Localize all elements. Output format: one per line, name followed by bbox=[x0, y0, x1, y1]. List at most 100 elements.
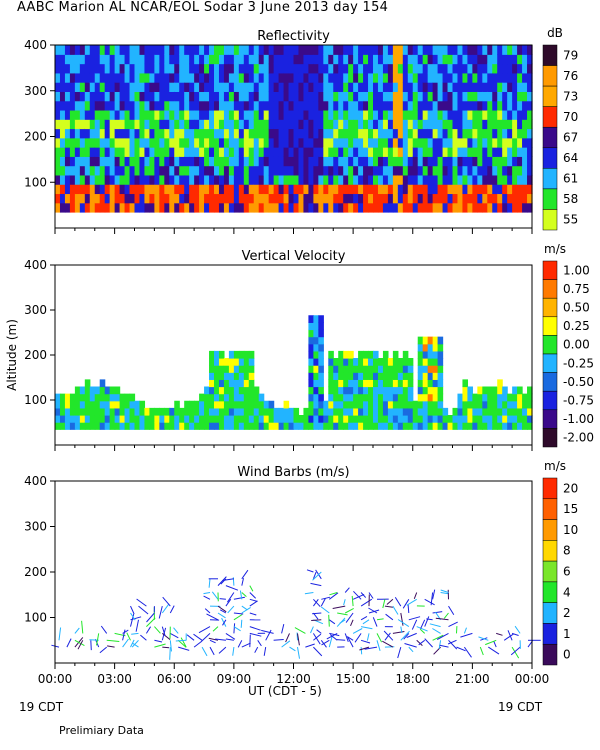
reflectivity-cell bbox=[99, 165, 106, 176]
reflectivity-cell bbox=[363, 45, 369, 55]
velocity-cell bbox=[308, 415, 314, 423]
wind-barb bbox=[402, 599, 410, 609]
reflectivity-cell bbox=[472, 202, 478, 213]
velocity-cell bbox=[293, 415, 300, 423]
reflectivity-cell bbox=[368, 82, 374, 92]
reflectivity-cell bbox=[373, 165, 379, 176]
colorbar-unit: m/s bbox=[544, 242, 566, 256]
wind-barb bbox=[360, 592, 367, 598]
reflectivity-cell bbox=[268, 202, 275, 213]
reflectivity-cell bbox=[169, 193, 175, 204]
reflectivity-cell bbox=[358, 165, 364, 176]
velocity-cell bbox=[199, 415, 205, 423]
reflectivity-cell bbox=[482, 137, 488, 148]
panel-1: Reflectivity400300200100dB79767370676461… bbox=[24, 26, 578, 234]
velocity-cell bbox=[422, 415, 429, 423]
reflectivity-cell bbox=[124, 174, 131, 185]
wind-barb bbox=[351, 595, 354, 607]
reflectivity-cell bbox=[512, 156, 518, 167]
reflectivity-cell bbox=[407, 45, 414, 55]
data-field bbox=[55, 315, 533, 430]
colorbar-segment bbox=[542, 643, 558, 666]
reflectivity-cell bbox=[55, 165, 61, 176]
reflectivity-cell bbox=[189, 202, 195, 213]
velocity-cell bbox=[84, 415, 91, 423]
reflectivity-cell bbox=[407, 91, 414, 102]
reflectivity-cell bbox=[517, 72, 523, 83]
reflectivity-cell bbox=[189, 109, 195, 120]
velocity-cell bbox=[209, 365, 215, 373]
reflectivity-cell bbox=[273, 156, 280, 167]
velocity-cell bbox=[318, 343, 324, 352]
reflectivity-cell bbox=[293, 54, 300, 65]
velocity-cell bbox=[318, 379, 324, 388]
reflectivity-cell bbox=[223, 100, 230, 111]
colorbar-segment bbox=[542, 260, 558, 280]
wind-barb bbox=[122, 638, 129, 648]
colorbar-segment bbox=[542, 147, 558, 169]
reflectivity-cell bbox=[293, 63, 300, 74]
reflectivity-cell bbox=[104, 91, 111, 102]
reflectivity-cell bbox=[189, 45, 195, 55]
reflectivity-cell bbox=[333, 63, 339, 74]
velocity-cell bbox=[104, 386, 111, 395]
reflectivity-cell bbox=[64, 109, 71, 120]
reflectivity-cell bbox=[99, 54, 106, 65]
reflectivity-cell bbox=[238, 156, 245, 167]
reflectivity-cell bbox=[59, 165, 66, 176]
reflectivity-cell bbox=[253, 63, 260, 74]
velocity-cell bbox=[427, 400, 434, 409]
colorbar-segment bbox=[542, 390, 558, 411]
reflectivity-cell bbox=[273, 184, 280, 195]
velocity-cell bbox=[64, 393, 71, 402]
reflectivity-cell bbox=[303, 202, 310, 213]
velocity-cell bbox=[427, 343, 434, 352]
reflectivity-cell bbox=[218, 165, 225, 176]
reflectivity-cell bbox=[119, 174, 126, 185]
reflectivity-cell bbox=[333, 109, 339, 120]
reflectivity-cell bbox=[169, 137, 175, 148]
reflectivity-cell bbox=[218, 109, 225, 120]
reflectivity-cell bbox=[522, 82, 528, 92]
velocity-cell bbox=[89, 400, 96, 409]
reflectivity-cell bbox=[283, 165, 290, 176]
reflectivity-cell bbox=[497, 156, 503, 167]
reflectivity-cell bbox=[363, 156, 369, 167]
reflectivity-cell bbox=[204, 54, 210, 65]
colorbar-segment bbox=[542, 297, 558, 318]
reflectivity-cell bbox=[313, 165, 319, 176]
reflectivity-cell bbox=[507, 147, 513, 157]
colorbar-segment bbox=[542, 372, 558, 392]
wind-barb bbox=[420, 619, 426, 629]
reflectivity-cell bbox=[129, 202, 136, 213]
reflectivity-cell bbox=[502, 109, 508, 120]
wind-barb bbox=[257, 640, 262, 647]
reflectivity-cell bbox=[442, 156, 449, 167]
velocity-cell bbox=[129, 415, 136, 423]
reflectivity-cell bbox=[144, 82, 151, 92]
reflectivity-cell bbox=[467, 128, 473, 139]
reflectivity-cell bbox=[169, 54, 175, 65]
preliminary-note: Prelimiary Data bbox=[59, 724, 144, 737]
reflectivity-cell bbox=[427, 128, 434, 139]
reflectivity-cell bbox=[477, 147, 483, 157]
velocity-cell bbox=[223, 400, 230, 409]
velocity-cell bbox=[214, 386, 220, 395]
wind-barb bbox=[312, 612, 322, 615]
wind-barb bbox=[424, 616, 430, 627]
reflectivity-cell bbox=[308, 119, 314, 130]
reflectivity-cell bbox=[452, 137, 459, 148]
reflectivity-cell bbox=[502, 165, 508, 176]
velocity-cell bbox=[74, 386, 81, 395]
reflectivity-cell bbox=[139, 174, 146, 185]
reflectivity-cell bbox=[114, 45, 121, 55]
reflectivity-cell bbox=[368, 147, 374, 157]
reflectivity-cell bbox=[79, 45, 86, 55]
reflectivity-cell bbox=[124, 156, 131, 167]
reflectivity-cell bbox=[358, 91, 364, 102]
velocity-cell bbox=[412, 415, 419, 423]
reflectivity-cell bbox=[209, 63, 215, 74]
reflectivity-cell bbox=[154, 119, 160, 130]
wind-barb bbox=[368, 592, 374, 599]
reflectivity-cell bbox=[139, 165, 146, 176]
